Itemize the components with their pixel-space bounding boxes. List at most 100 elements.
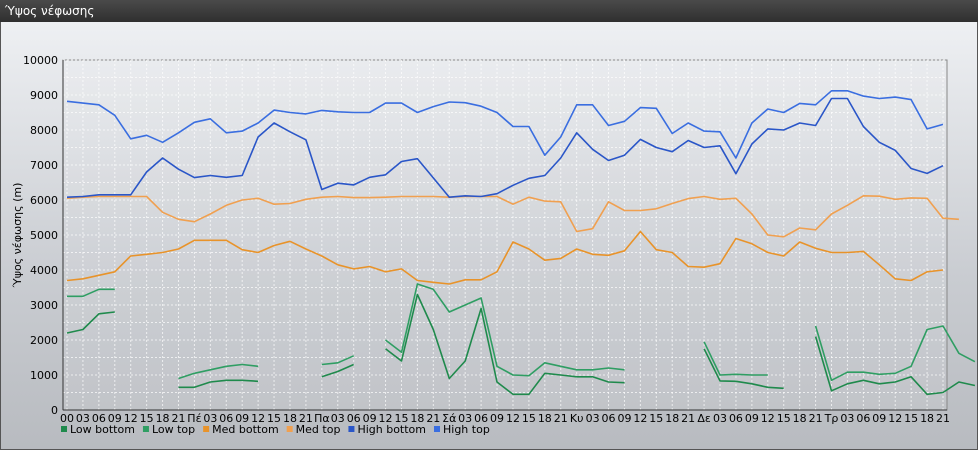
y-tick-label: 4000: [30, 264, 58, 277]
series-line: [67, 288, 115, 298]
x-tick-label: Σά: [442, 412, 456, 425]
cloud-height-chart: 0 1000 2000 3000 4000 5000 6000 7000 8000 9000 100…: [11, 54, 976, 436]
series-line: [66, 230, 944, 285]
y-tick-label: 10000: [23, 54, 58, 67]
y-tick-label: 6000: [30, 194, 58, 207]
y-tick-label: 0: [51, 404, 58, 417]
x-tick-label: 21: [809, 412, 823, 425]
x-tick-label: 18: [920, 412, 934, 425]
x-tick-label: 09: [872, 412, 886, 425]
x-tick-label: 15: [904, 412, 918, 425]
x-tick-label: 03: [331, 412, 345, 425]
x-tick-label: 06: [729, 412, 743, 425]
x-tick-label: 18: [665, 412, 679, 425]
legend-swatch: [142, 426, 149, 432]
x-tick-label: 12: [251, 412, 265, 425]
x-tick-label: 15: [777, 412, 791, 425]
x-tick-label: 21: [426, 412, 440, 425]
x-tick-label: 15: [649, 412, 663, 425]
series-line: [66, 97, 944, 198]
legend-label: Med bottom: [212, 423, 279, 436]
x-tick-label: 12: [761, 412, 775, 425]
x-tick-label: 06: [856, 412, 870, 425]
x-tick-label: 21: [936, 412, 950, 425]
series-line: [385, 293, 625, 396]
x-tick-label: 03: [76, 412, 90, 425]
x-tick-label: 12: [124, 412, 138, 425]
x-tick-label: 18: [156, 412, 170, 425]
x-tick-label: 09: [235, 412, 249, 425]
series-line: [703, 341, 768, 376]
x-tick-label: Πα: [314, 412, 330, 425]
y-tick-label: 1000: [30, 369, 58, 382]
x-tick-label: 03: [203, 412, 217, 425]
y-tick-label: 8000: [30, 124, 58, 137]
x-tick-label: 09: [490, 412, 504, 425]
x-tick-label: 21: [681, 412, 695, 425]
title-bar: Ύψος νέφωσης: [0, 0, 978, 22]
x-tick-label: 09: [745, 412, 759, 425]
x-tick-label: 06: [219, 412, 233, 425]
x-tick-label: 09: [363, 412, 377, 425]
x-tick-label: Πέ: [187, 412, 201, 425]
series-line: [178, 363, 259, 380]
legend-swatch: [348, 426, 355, 432]
series-line: [814, 325, 976, 382]
series-line: [703, 348, 784, 390]
series-line: [66, 311, 115, 334]
series-line: [66, 195, 959, 238]
y-axis-label: Ύψος νέφωσης (m): [11, 183, 24, 289]
window-title: Ύψος νέφωσης: [5, 4, 95, 18]
x-tick-label: Κυ: [570, 412, 584, 425]
x-tick-label: 15: [522, 412, 536, 425]
legend-swatch: [203, 426, 210, 432]
series-line: [66, 90, 944, 159]
y-tick-label: 5000: [30, 229, 58, 242]
x-tick-label: 03: [840, 412, 854, 425]
x-tick-label: Τρ: [824, 412, 839, 425]
x-tick-label: 18: [283, 412, 297, 425]
legend-label: High bottom: [357, 423, 426, 436]
x-tick-label: 15: [394, 412, 408, 425]
legend-label: High top: [443, 423, 490, 436]
x-tick-label: 12: [379, 412, 393, 425]
series-line: [321, 355, 355, 366]
x-tick-label: 06: [347, 412, 361, 425]
y-tick-label: 9000: [30, 89, 58, 102]
x-tick-label: 21: [299, 412, 313, 425]
x-tick-label: 06: [474, 412, 488, 425]
x-tick-label: 21: [554, 412, 568, 425]
legend-swatch: [61, 426, 67, 432]
x-tick-label: Δε: [697, 412, 711, 425]
x-tick-label: 12: [633, 412, 647, 425]
x-tick-label: 00: [60, 412, 74, 425]
y-tick-label: 7000: [30, 159, 58, 172]
legend-label: Med top: [296, 423, 341, 436]
legend-swatch: [434, 426, 440, 432]
x-tick-label: 09: [617, 412, 631, 425]
chart-panel: 0 1000 2000 3000 4000 5000 6000 7000 8000 9000 100…: [1, 22, 977, 449]
y-tick-label: 2000: [30, 334, 58, 347]
x-tick-label: 09: [108, 412, 122, 425]
x-tick-label: 12: [506, 412, 520, 425]
series-line: [178, 379, 259, 389]
x-tick-label: 03: [713, 412, 727, 425]
x-tick-label: 03: [458, 412, 472, 425]
x-tick-label: 06: [92, 412, 106, 425]
series-line: [385, 283, 625, 377]
x-tick-label: 12: [888, 412, 902, 425]
legend-label: Low top: [152, 423, 195, 436]
x-tick-label: 18: [793, 412, 807, 425]
legend-swatch: [286, 426, 293, 432]
series-line: [814, 336, 976, 396]
series-line: [321, 363, 355, 378]
legend-label: Low bottom: [70, 423, 135, 436]
y-tick-label: 3000: [30, 299, 58, 312]
x-tick-label: 03: [586, 412, 600, 425]
x-tick-label: 18: [410, 412, 424, 425]
x-tick-label: 15: [267, 412, 281, 425]
x-tick-label: 15: [140, 412, 154, 425]
x-tick-label: 18: [538, 412, 552, 425]
x-tick-label: 21: [171, 412, 185, 425]
